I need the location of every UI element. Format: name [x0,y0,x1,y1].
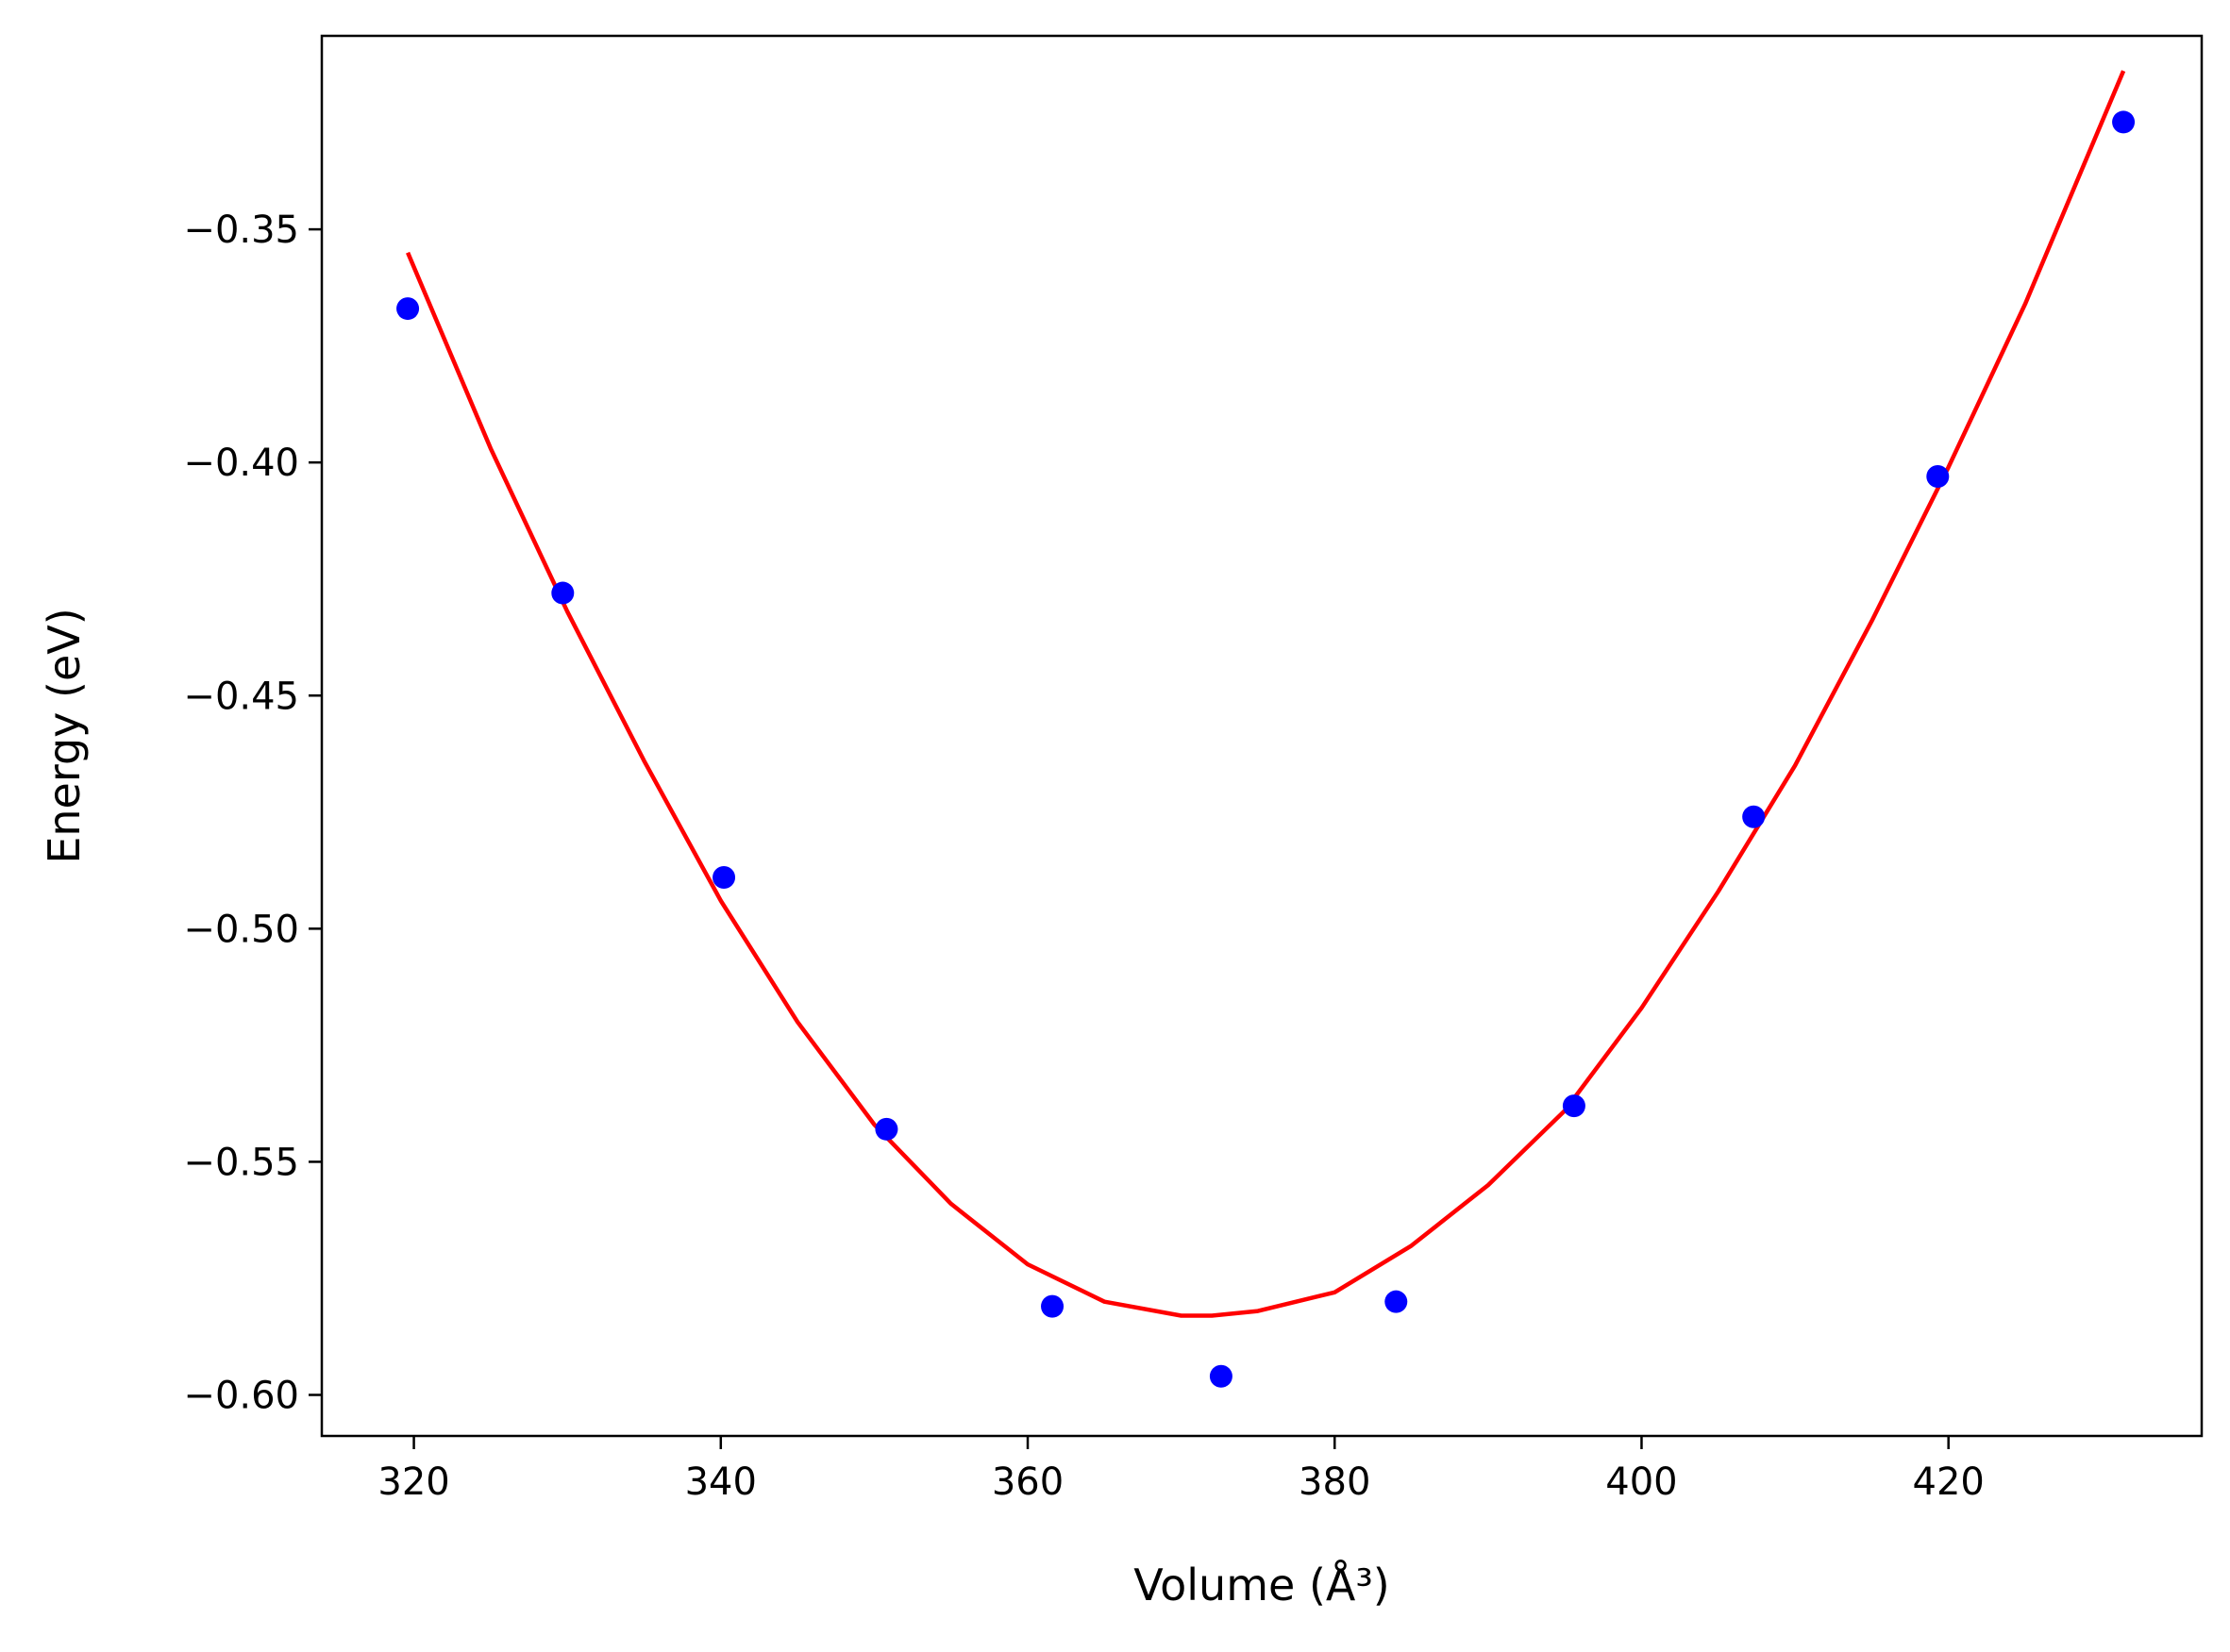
y-tick-label: −0.40 [183,442,299,485]
y-axis-ticks: −0.60 −0.55 −0.50 −0.45 −0.40 −0.35 [183,209,322,1418]
data-point [875,1117,898,1141]
x-tick-label: 320 [377,1460,449,1504]
plot-background [322,36,2202,1436]
data-point [551,581,575,605]
y-axis-label: Energy (eV) [39,608,90,863]
data-point [1384,1290,1408,1313]
data-point [1041,1294,1065,1318]
y-tick-label: −0.50 [183,908,299,951]
data-point [396,297,420,321]
data-point [1562,1094,1585,1118]
x-axis-label: Volume (Å³) [1133,1560,1390,1610]
fit-curve-line [406,70,2126,1318]
data-point [2112,110,2136,134]
x-tick-label: 420 [1913,1460,1985,1504]
x-tick-label: 400 [1605,1460,1677,1504]
x-tick-label: 340 [685,1460,757,1504]
data-point [1742,805,1766,828]
y-tick-label: −0.35 [183,209,299,252]
data-point [1209,1364,1232,1388]
x-tick-label: 360 [992,1460,1064,1504]
plot-frame [320,34,2204,1438]
x-tick-label: 380 [1299,1460,1370,1504]
data-point [713,865,736,889]
plot-area [322,36,2202,1436]
y-tick-label: −0.45 [183,675,299,718]
y-tick-label: −0.60 [183,1375,299,1418]
x-axis-ticks: 320 340 360 380 400 420 [377,1436,1985,1504]
data-point [1926,464,1950,488]
y-tick-label: −0.55 [183,1141,299,1184]
series-layer [396,70,2136,1388]
